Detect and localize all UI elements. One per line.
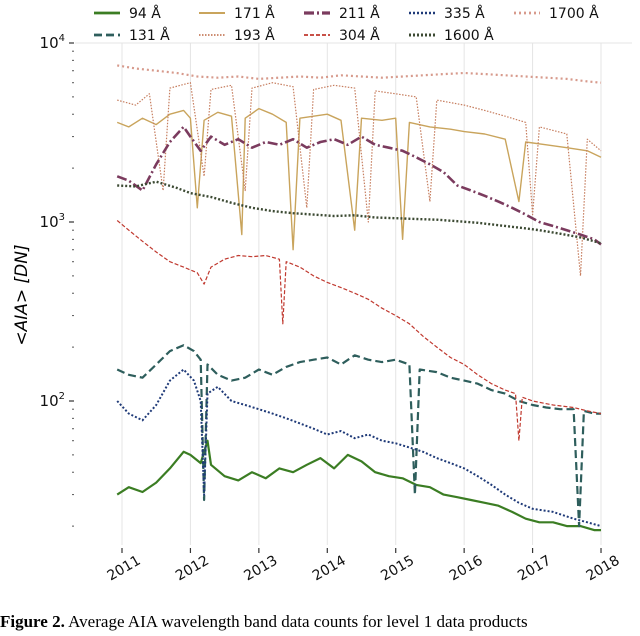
series-line-1700 <box>117 64 602 84</box>
x-tick-label: 2011 <box>105 553 144 585</box>
legend-label: 94 Å <box>129 5 161 22</box>
series-lines <box>116 64 602 532</box>
grid <box>75 42 632 545</box>
y-tick-label: 102 <box>40 391 65 410</box>
legend-label: 193 Å <box>234 27 275 44</box>
caption-text: Average AIA wavelength band data counts … <box>64 612 528 631</box>
series-line-193 <box>117 82 602 277</box>
caption-label: Figure 2. <box>0 612 65 631</box>
series-line-304 <box>116 220 602 442</box>
legend-label: 1700 Å <box>549 5 599 22</box>
y-tick-base: 10 <box>40 392 59 410</box>
figure-caption: Figure 2. Average AIA wavelength band da… <box>0 612 640 632</box>
y-tick-exponent: 4 <box>59 33 65 44</box>
series-line-335 <box>116 368 602 528</box>
y-tick-base: 10 <box>40 213 59 231</box>
x-tick-label: 2018 <box>584 553 623 585</box>
y-axis-label: <AIA> [DN] <box>12 244 32 345</box>
legend-label: 335 Å <box>444 5 485 22</box>
x-tick-label: 2016 <box>447 553 486 585</box>
y-tick-exponent: 2 <box>59 391 65 402</box>
x-tick-label: 2015 <box>378 553 417 585</box>
legend-label: 211 Å <box>339 5 380 22</box>
x-tick-label: 2014 <box>310 553 349 585</box>
y-tick-exponent: 3 <box>59 212 65 223</box>
legend-label: 131 Å <box>129 27 170 44</box>
y-tick-base: 10 <box>40 34 59 52</box>
y-tick-label: 103 <box>40 212 65 231</box>
series-line-1600 <box>117 180 602 245</box>
x-tick-label: 2013 <box>241 553 280 585</box>
series-line-171 <box>116 107 602 251</box>
legend-label: 304 Å <box>339 27 380 44</box>
legend-label: 171 Å <box>234 5 275 22</box>
y-tick-label: 104 <box>40 33 65 52</box>
legend-label: 1600 Å <box>444 27 494 44</box>
legend: 94 Å 131 Å 171 Å 193 Å 211 Å 304 Å 335 Å 1600 Å… <box>94 5 599 44</box>
line-chart: 2011 2012 2013 2014 2015 2016 2017 201810410310… <box>12 5 632 585</box>
x-tick-label: 2012 <box>173 553 212 585</box>
x-tick-label: 2017 <box>515 553 554 585</box>
series-line-94 <box>116 439 601 532</box>
series-line-131 <box>116 344 601 528</box>
series-line-211 <box>116 125 602 246</box>
